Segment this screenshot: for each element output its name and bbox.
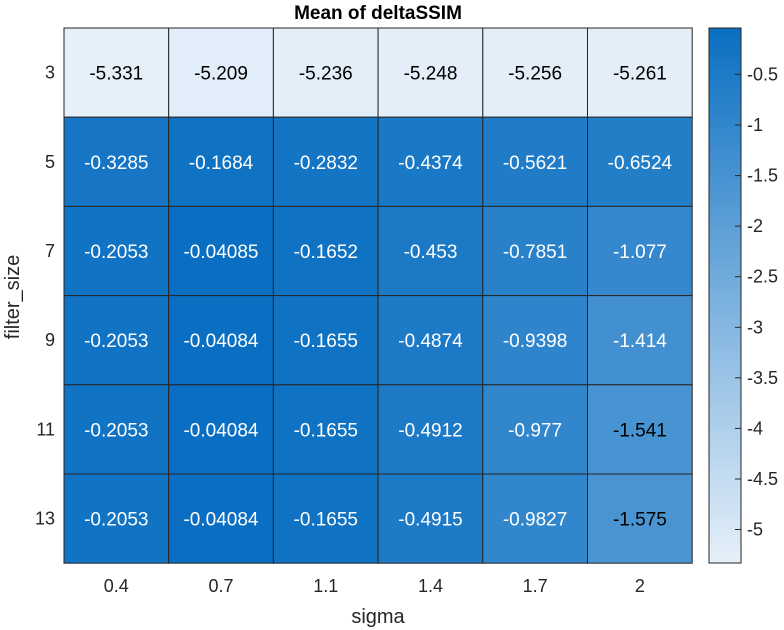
- colorbar-tick-label: -0.5: [747, 64, 778, 84]
- x-tick-label: 1.7: [523, 576, 548, 596]
- heatmap-cell: [63, 27, 170, 118]
- cell-label: -0.7851: [503, 242, 567, 263]
- cell-label: -5.261: [613, 64, 667, 85]
- cell-label: -0.9827: [503, 510, 567, 531]
- cell-label: -0.1652: [294, 242, 358, 263]
- cell-label: -0.4374: [398, 153, 463, 174]
- cell-label: -0.2053: [84, 510, 148, 531]
- cell-label: -0.1655: [294, 420, 358, 441]
- cell-label: -0.5621: [503, 153, 567, 174]
- heatmap-cell: [587, 27, 693, 118]
- colorbar-tick-label: -5: [747, 520, 763, 540]
- cell-label: -0.4874: [398, 331, 463, 352]
- colorbar-tick-label: -4.5: [747, 469, 778, 489]
- heatmap-cell: [63, 295, 170, 386]
- cell-label: -0.04085: [183, 242, 258, 263]
- y-tick-label: 7: [45, 241, 55, 261]
- heatmap-cell: [587, 116, 693, 207]
- colorbar-tick-label: -4: [747, 418, 763, 438]
- heatmap-cell: [482, 295, 588, 386]
- heatmap-cell: [377, 295, 484, 386]
- cell-label: -5.209: [194, 64, 248, 85]
- y-tick-label: 5: [45, 152, 55, 172]
- heatmap-cell: [587, 205, 693, 297]
- cell-label: -0.6524: [608, 153, 673, 174]
- cell-label: -0.453: [404, 242, 458, 263]
- heatmap-cell: [482, 473, 588, 564]
- cell-label: -0.977: [508, 420, 562, 441]
- cell-label: -0.2053: [84, 420, 148, 441]
- heatmap-cell: [272, 295, 379, 386]
- cell-label: -0.1684: [189, 153, 254, 174]
- heatmap-cell: [168, 205, 274, 297]
- heatmap-cell: [168, 116, 274, 207]
- cell-label: -0.04084: [183, 331, 258, 352]
- cell-label: -5.331: [89, 64, 143, 85]
- cell-label: -0.3285: [84, 153, 148, 174]
- heatmap-cell: [377, 27, 484, 118]
- y-tick-label: 11: [36, 419, 55, 439]
- heatmap-cell: [587, 295, 693, 386]
- colorbar-tick-label: -2.5: [747, 267, 778, 287]
- cell-label: -5.256: [508, 64, 562, 85]
- heatmap-cell: [63, 205, 170, 297]
- cell-label: -1.077: [613, 242, 667, 263]
- cell-label: -0.2053: [84, 331, 148, 352]
- cell-label: -0.1655: [294, 331, 358, 352]
- cell-label: -5.236: [299, 64, 353, 85]
- heatmap-cell: [272, 27, 379, 118]
- y-tick-label: 13: [35, 509, 55, 529]
- cell-label: -0.4912: [398, 420, 462, 441]
- colorbar-tick-label: -3.5: [747, 368, 778, 388]
- heatmap-cell: [377, 205, 484, 297]
- y-tick-labels: 3 5 7 9 11 13: [35, 63, 55, 529]
- cell-label: -5.248: [404, 64, 458, 85]
- colorbar-tick-label: -1: [747, 115, 763, 135]
- heatmap-cell: [482, 27, 588, 118]
- x-tick-label: 0.7: [208, 576, 233, 596]
- colorbar: [708, 27, 742, 564]
- cell-label: -1.541: [613, 420, 667, 441]
- x-tick-label: 1.4: [418, 576, 443, 596]
- cell-label: -0.9398: [503, 331, 567, 352]
- x-tick-label: 1.1: [313, 576, 338, 596]
- heatmap-cell: [587, 473, 693, 564]
- cell-label: -0.1655: [294, 510, 358, 531]
- y-tick-label: 3: [45, 63, 55, 83]
- x-axis-label: sigma: [351, 606, 405, 628]
- heatmap-cell: [482, 384, 588, 475]
- cell-label: -1.414: [613, 331, 667, 352]
- cell-label: -0.2053: [84, 242, 148, 263]
- cell-label: -0.2832: [294, 153, 358, 174]
- cell-label: -1.575: [613, 510, 667, 531]
- cell-label: -0.4915: [398, 510, 462, 531]
- cell-label: -0.04084: [183, 420, 258, 441]
- heatmap-cell: [377, 473, 484, 564]
- heatmap-cell: [63, 473, 170, 564]
- heatmap-cell: [63, 384, 170, 475]
- colorbar-tick-label: -2: [747, 216, 763, 236]
- heatmap-cell: [587, 384, 693, 475]
- colorbar-tick-label: -1.5: [747, 166, 778, 186]
- heatmap-cells: -5.331 -5.209 -5.236 -5.248 -5.256 -5.261 -0.3…: [63, 27, 693, 564]
- heatmap-cell: [377, 116, 484, 207]
- y-axis-label: filter_size: [2, 255, 24, 339]
- x-tick-label: 0.4: [104, 576, 129, 596]
- x-tick-labels: 0.4 0.7 1.1 1.4 1.7 2: [104, 576, 645, 596]
- cell-label: -0.04084: [183, 510, 258, 531]
- heatmap-cell: [377, 384, 484, 475]
- heatmap-cell: [482, 205, 588, 297]
- colorbar-ticks: -0.5 -1 -1.5 -2 -2.5 -3 -3.5 -4 -4.5 -5: [735, 64, 778, 540]
- heatmap-cell: [272, 205, 379, 297]
- heatmap-cell: [168, 27, 274, 118]
- heatmap-cell: [168, 295, 274, 386]
- chart-title: Mean of deltaSSIM: [294, 3, 462, 24]
- y-tick-label: 9: [45, 330, 55, 350]
- heatmap-cell: [272, 384, 379, 475]
- colorbar-tick-label: -3: [747, 317, 763, 337]
- x-tick-label: 2: [635, 576, 645, 596]
